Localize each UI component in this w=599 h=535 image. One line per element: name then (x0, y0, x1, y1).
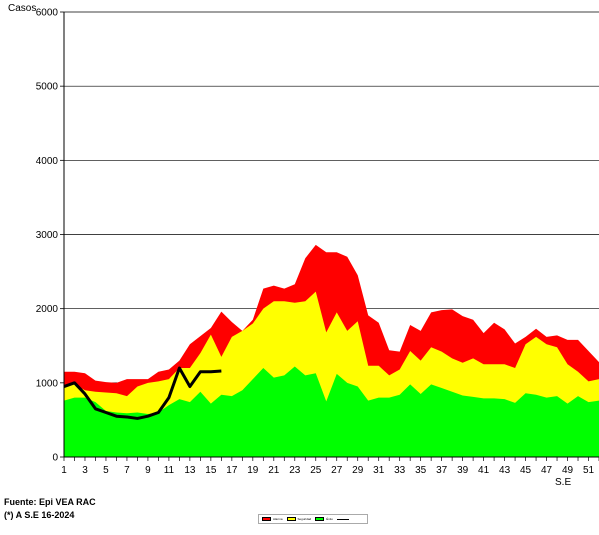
chart-areas (64, 244, 599, 457)
date-note: (*) A S.E 16-2024 (4, 510, 75, 520)
x-tick-label-21: 21 (268, 465, 280, 476)
y-axis-label: Casos (8, 3, 37, 14)
x-tick-label-27: 27 (331, 465, 343, 476)
y-tick-label-4000: 4000 (36, 156, 59, 167)
legend-swatch-seguridad (286, 517, 296, 521)
axes (60, 11, 599, 461)
legend-label-seguridad: Seguridad (297, 516, 312, 521)
line-casos-actual (63, 366, 222, 420)
y-tick-label-3000: 3000 (36, 230, 59, 241)
area-exito (64, 366, 599, 457)
x-tick-label-15: 15 (205, 465, 217, 476)
x-tick-label-49: 49 (562, 465, 574, 476)
legend-item-exito: Éxito (315, 517, 333, 521)
x-tick-label-3: 3 (82, 465, 88, 476)
x-tick-label-33: 33 (394, 465, 406, 476)
legend-label-exito: Éxito (326, 516, 333, 521)
x-tick-label-31: 31 (373, 465, 385, 476)
x-tick-label-37: 37 (436, 465, 448, 476)
x-tick-label-11: 11 (164, 465, 175, 476)
source-note: Fuente: Epi VEA RAC (4, 497, 96, 507)
x-tick-label-47: 47 (541, 465, 553, 476)
y-tick-label-6000: 6000 (36, 8, 59, 19)
x-tick-label-39: 39 (457, 465, 469, 476)
y-tick-label-1000: 1000 (36, 378, 59, 389)
x-tick-label-35: 35 (415, 465, 427, 476)
legend-line-casos (336, 518, 349, 520)
legend-item-seguridad: Seguridad (286, 516, 312, 521)
x-tick-label-19: 19 (247, 465, 259, 476)
legend-swatch-exito (315, 517, 325, 521)
x-tick-label-5: 5 (103, 465, 109, 476)
x-tick-label-51: 51 (583, 465, 595, 476)
y-tick-label-2000: 2000 (36, 304, 59, 315)
legend-item-casos (336, 518, 349, 520)
x-tick-label-41: 41 (478, 465, 490, 476)
legend-item-alarma: Alarma (262, 517, 283, 521)
legend: Alarma Seguridad Éxito (258, 514, 368, 524)
x-tick-labels: 1 3 5 7 9 11 13 15 17 19 21 23 25 27 29 31 33 35 37 39 41 43 4… (61, 465, 594, 476)
x-tick-label-45: 45 (520, 465, 532, 476)
legend-label-alarma: Alarma (273, 516, 283, 521)
legend-swatch-alarma (262, 517, 271, 521)
y-tick-label-0: 0 (52, 453, 58, 464)
x-tick-label-9: 9 (145, 465, 151, 476)
x-axis-label: S.E (555, 477, 572, 488)
x-tick-label-29: 29 (352, 465, 364, 476)
x-tick-label-13: 13 (184, 465, 196, 476)
x-tick-label-43: 43 (499, 465, 511, 476)
x-tick-label-25: 25 (310, 465, 322, 476)
x-tick-label-7: 7 (124, 465, 130, 476)
x-tick-label-1: 1 (61, 465, 67, 476)
x-tick-label-17: 17 (226, 465, 238, 476)
chart-lines (63, 366, 222, 420)
y-tick-label-5000: 5000 (36, 82, 59, 93)
y-tick-labels: 0 1000 2000 3000 4000 5000 6000 (36, 8, 59, 464)
x-tick-label-23: 23 (289, 465, 301, 476)
